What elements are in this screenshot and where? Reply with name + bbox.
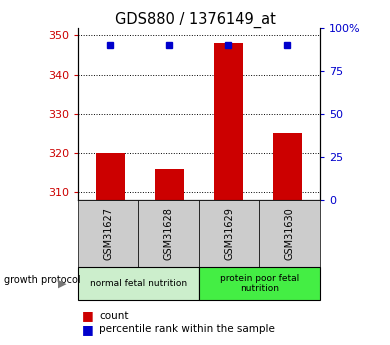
Text: protein poor fetal
nutrition: protein poor fetal nutrition	[220, 274, 299, 294]
Text: GSM31630: GSM31630	[285, 207, 294, 260]
Text: ■: ■	[82, 323, 94, 336]
Bar	[214, 43, 243, 200]
Text: percentile rank within the sample: percentile rank within the sample	[99, 325, 275, 334]
Text: count: count	[99, 311, 129, 321]
Bar	[96, 153, 125, 200]
Text: GSM31629: GSM31629	[224, 207, 234, 260]
Bar	[273, 134, 302, 200]
Text: GSM31627: GSM31627	[103, 207, 113, 260]
Text: GDS880 / 1376149_at: GDS880 / 1376149_at	[115, 12, 275, 28]
Text: GSM31628: GSM31628	[164, 207, 174, 260]
Text: ■: ■	[82, 309, 94, 322]
Text: ▶: ▶	[58, 279, 67, 289]
Text: normal fetal nutrition: normal fetal nutrition	[90, 279, 187, 288]
Bar	[155, 169, 184, 200]
Text: growth protocol: growth protocol	[4, 275, 80, 285]
